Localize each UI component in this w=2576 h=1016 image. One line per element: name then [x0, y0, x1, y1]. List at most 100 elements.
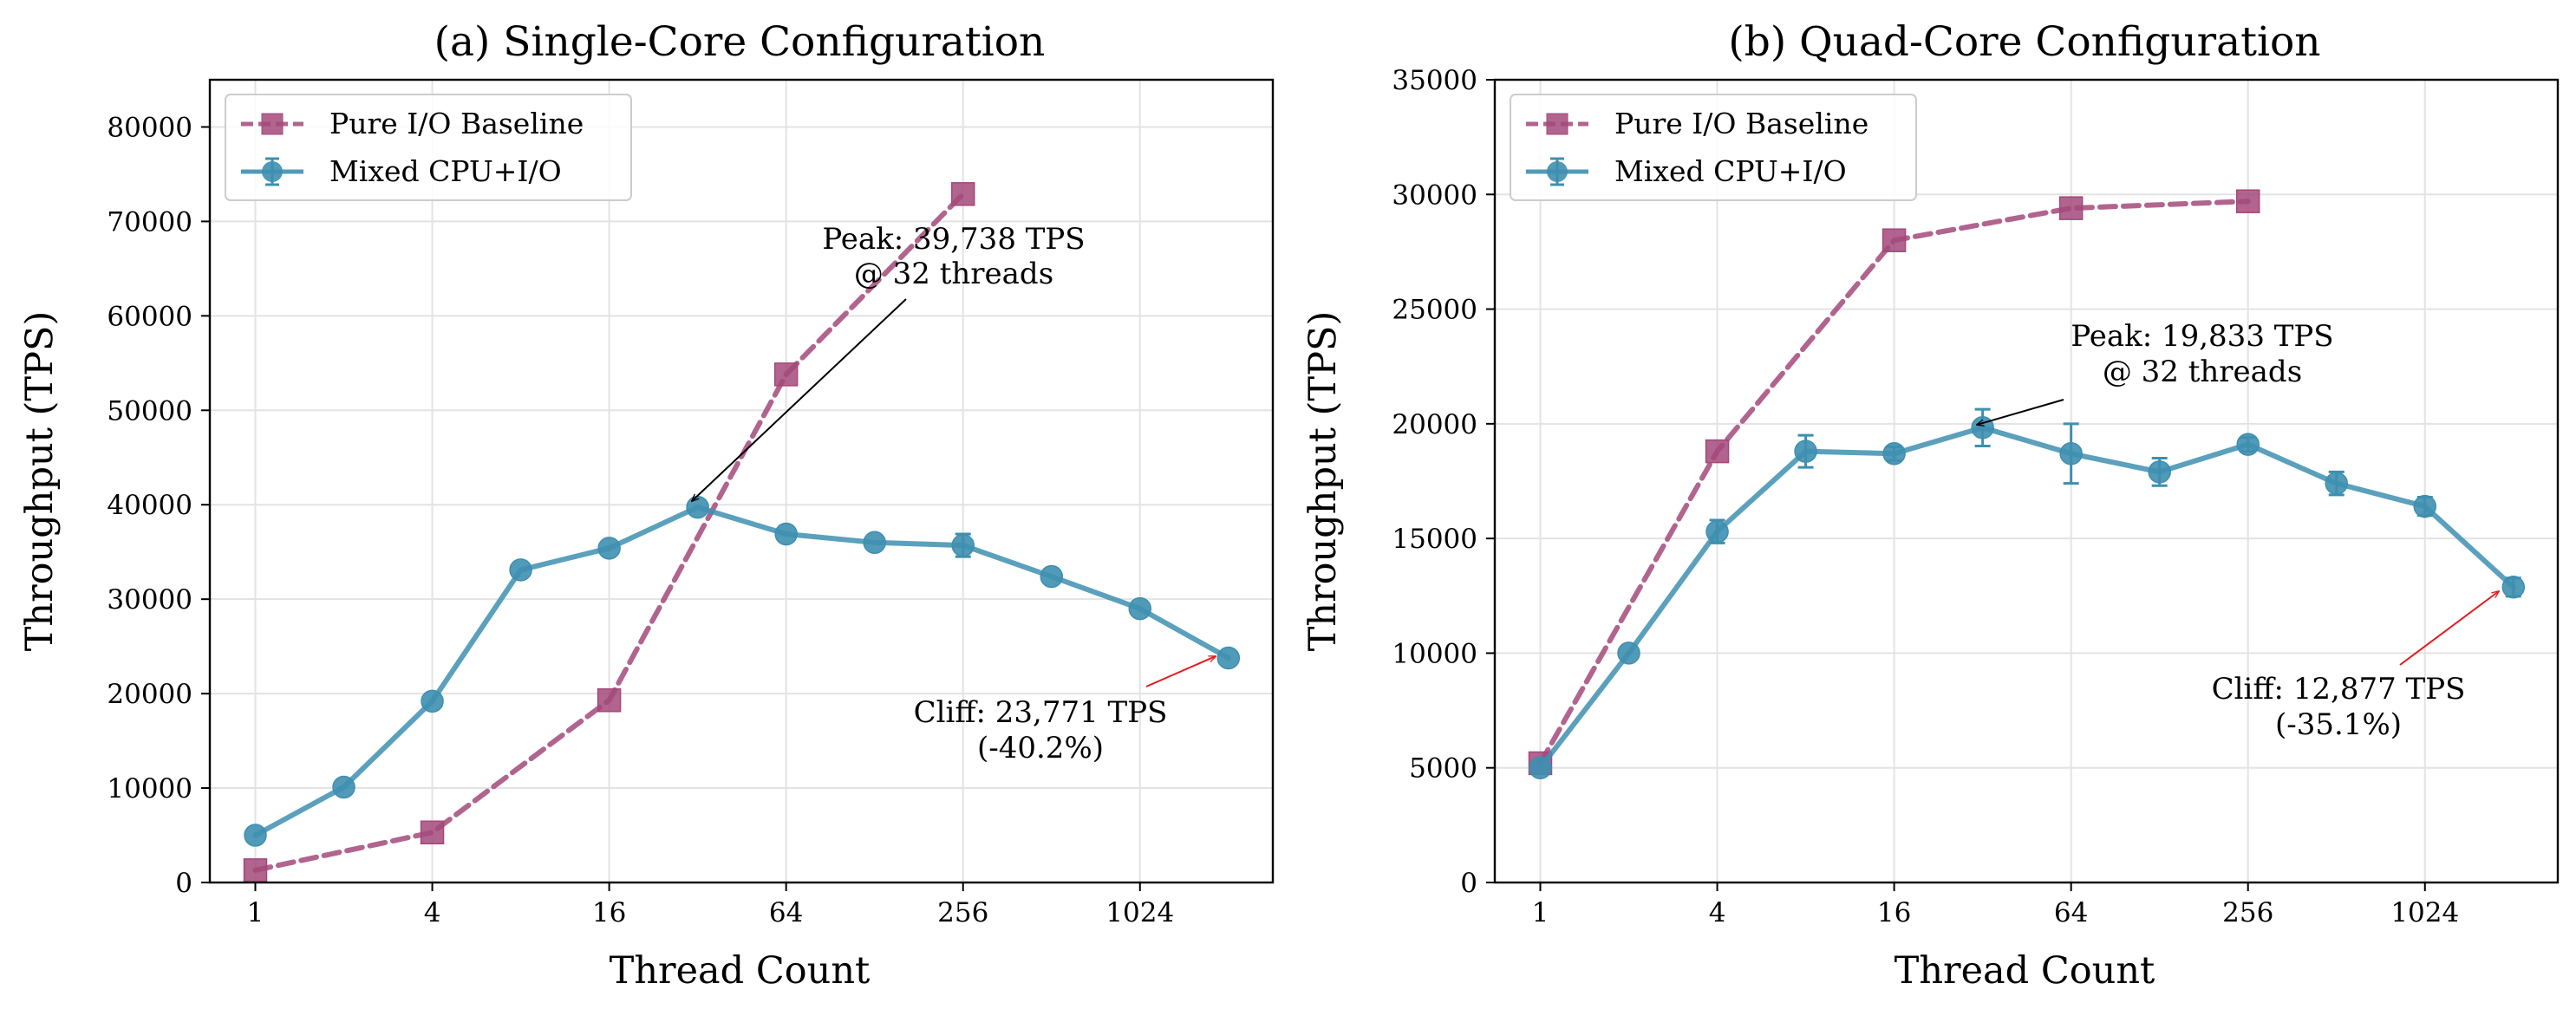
data-point-pure-io [1881, 228, 1907, 252]
x-tick-label: 256 [2222, 897, 2273, 928]
legend-entry-mixed: Mixed CPU+I/O [1526, 154, 1847, 188]
cliff-annotation-arrow [2399, 591, 2499, 666]
data-point-pure-io [773, 362, 799, 387]
y-tick-label: 10000 [107, 773, 192, 804]
data-point-mixed [2501, 576, 2526, 599]
x-tick-label: 1024 [2390, 897, 2459, 928]
x-tick-label: 4 [1709, 897, 1726, 928]
peak-annotation-line-1: Peak: 19,833 TPS [2071, 319, 2333, 354]
data-point-mixed [597, 537, 621, 560]
data-point-pure-io [950, 182, 975, 206]
legend-label: Pure I/O Baseline [329, 107, 584, 140]
legend: Pure I/O Baseline Mixed CPU+I/O [225, 94, 632, 201]
data-point-mixed [244, 824, 267, 847]
panel-quad-core: (b) Quad-Core Configuration Thread Count… [1301, 18, 2560, 993]
legend: Pure I/O Baseline Mixed CPU+I/O [1510, 94, 1917, 201]
data-point-mixed [2325, 472, 2348, 495]
data-point-mixed [421, 689, 444, 713]
y-axis-title: Throughput (TPS) [1301, 311, 1345, 652]
cliff-annotation-arrow [1145, 656, 1216, 687]
legend-entry-pure-io: Pure I/O Baseline [1526, 107, 1868, 140]
cliff-annotation: Cliff: 12,877 TPS (-35.1%) [2212, 591, 2499, 742]
x-tick-label: 1 [247, 897, 264, 928]
y-tick-label: 80000 [107, 112, 192, 143]
data-point-mixed [686, 495, 709, 519]
legend-frame [1510, 94, 1917, 201]
peak-annotation-line-2: @ 32 threads [2103, 355, 2302, 389]
cliff-annotation-line-1: Cliff: 23,771 TPS [914, 695, 1168, 730]
data-point-pure-io [1705, 439, 1730, 464]
x-tick-label: 4 [424, 897, 441, 928]
series-line-mixed [252, 505, 1231, 838]
y-tick-label: 0 [1460, 868, 1477, 899]
data-point-mixed [2413, 494, 2437, 518]
y-tick-label: 30000 [1392, 179, 1477, 211]
x-tick-label: 16 [1877, 897, 1911, 928]
data-point-mixed [2148, 460, 2171, 484]
y-tick-label: 10000 [1392, 638, 1477, 669]
peak-annotation-arrow [692, 298, 907, 501]
data-point-mixed [951, 533, 975, 557]
y-tick-label: 25000 [1392, 295, 1477, 326]
x-tick-label: 256 [937, 897, 988, 928]
panel-title: (a) Single-Core Configuration [434, 18, 1046, 66]
y-tick-label: 5000 [1409, 753, 1477, 785]
data-point-mixed [332, 775, 355, 799]
x-tick-label: 1 [1532, 897, 1549, 928]
legend-label: Mixed CPU+I/O [329, 154, 562, 188]
legend-frame [225, 94, 632, 201]
y-tick-label: 20000 [107, 679, 192, 710]
y-tick-label: 50000 [107, 395, 192, 427]
data-point-mixed [2059, 442, 2083, 466]
data-point-pure-io [243, 858, 268, 882]
x-tick-label: 64 [769, 897, 803, 928]
data-point-mixed [774, 522, 798, 546]
peak-annotation-line-2: @ 32 threads [854, 257, 1053, 291]
plot-frame [1493, 78, 2560, 884]
legend-label: Mixed CPU+I/O [1614, 154, 1847, 188]
panel-title: (b) Quad-Core Configuration [1728, 18, 2320, 66]
cliff-annotation-line-2: (-35.1%) [2275, 707, 2402, 742]
data-point-mixed [2236, 433, 2260, 456]
x-axis-title: Thread Count [610, 949, 871, 993]
x-tick-label: 1024 [1105, 897, 1174, 928]
y-tick-label: 30000 [107, 584, 192, 615]
data-point-mixed [1216, 646, 1241, 670]
legend-entry-pure-io: Pure I/O Baseline [241, 107, 584, 140]
legend-label: Pure I/O Baseline [1614, 107, 1868, 140]
panel-single-core: (a) Single-Core Configuration Thread Cou… [18, 18, 1275, 993]
peak-annotation-arrow [1977, 399, 2064, 425]
y-tick-label: 0 [175, 868, 192, 899]
x-axis-title: Thread Count [1895, 949, 2155, 993]
plot-frame [208, 78, 1275, 884]
data-point-mixed [1794, 440, 1817, 463]
data-point-pure-io [2058, 196, 2084, 220]
data-point-pure-io [2235, 189, 2260, 213]
data-point-mixed [509, 558, 532, 582]
y-tick-label: 70000 [107, 206, 192, 238]
y-tick-label: 60000 [107, 301, 192, 332]
data-point-pure-io [420, 820, 445, 845]
peak-annotation: Peak: 39,738 TPS @ 32 threads [692, 222, 1086, 501]
data-point-mixed [1040, 564, 1063, 589]
y-axis-title: Throughput (TPS) [18, 311, 62, 652]
cliff-annotation-line-2: (-40.2%) [977, 731, 1104, 765]
cliff-annotation-line-1: Cliff: 12,877 TPS [2212, 672, 2466, 707]
legend-entry-mixed: Mixed CPU+I/O [241, 154, 562, 188]
data-point-mixed [1128, 596, 1152, 621]
data-point-mixed [1529, 756, 1552, 779]
series-line-mixed [1537, 425, 2516, 771]
x-tick-label: 64 [2054, 897, 2088, 928]
y-tick-label: 35000 [1392, 65, 1477, 96]
data-point-mixed [1882, 442, 1906, 466]
y-tick-label: 40000 [107, 490, 192, 521]
cliff-annotation: Cliff: 23,771 TPS (-40.2%) [914, 656, 1216, 765]
x-tick-label: 16 [592, 897, 626, 928]
data-point-mixed [1705, 519, 1729, 544]
y-tick-label: 15000 [1392, 524, 1477, 555]
data-point-pure-io [597, 687, 622, 713]
y-tick-label: 20000 [1392, 409, 1477, 440]
data-point-mixed [863, 531, 886, 555]
peak-annotation-line-1: Peak: 39,738 TPS [822, 222, 1085, 257]
